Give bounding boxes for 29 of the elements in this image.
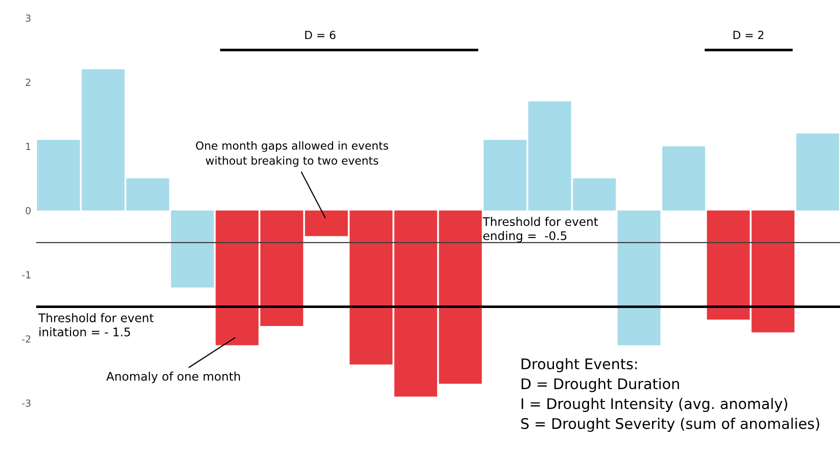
annotation: Drought Events: [522,358,637,372]
y-tick-label: -3 [22,400,30,407]
bar [260,210,304,326]
bar [438,210,482,384]
bar [170,210,214,288]
annotation: D = Drought Duration [522,378,679,392]
ref-line-label: Threshold for event ending = -0.5 [482,216,598,242]
y-tick-label: 3 [26,14,30,22]
annotation: I = Drought Intensity (avg. anomaly) [522,398,788,412]
y-tick-label: -1 [22,271,30,278]
y-tick-label: 2 [26,78,30,86]
y-tick-label: 1 [26,142,30,150]
bar [618,210,660,346]
annotation: One month gaps allowed in events without breaking to two events [196,141,388,167]
annotation: D = 2 [734,30,764,39]
bar [394,210,438,397]
bar [572,178,616,210]
bar [528,101,572,210]
text: S = Drought Severity (sum of anomalies) [521,418,820,432]
bar [126,178,170,210]
ref-line-label: Threshold for event initation = - 1.5 [38,313,154,336]
y-tick-label: 0 [26,206,31,214]
y-tick-label: -2 [22,335,30,343]
bar [484,140,526,210]
bar [662,146,706,210]
annotation: D = 6 [305,30,336,40]
bar [216,210,259,346]
bar [796,133,840,210]
annotation: Anomaly of one month [106,372,240,384]
